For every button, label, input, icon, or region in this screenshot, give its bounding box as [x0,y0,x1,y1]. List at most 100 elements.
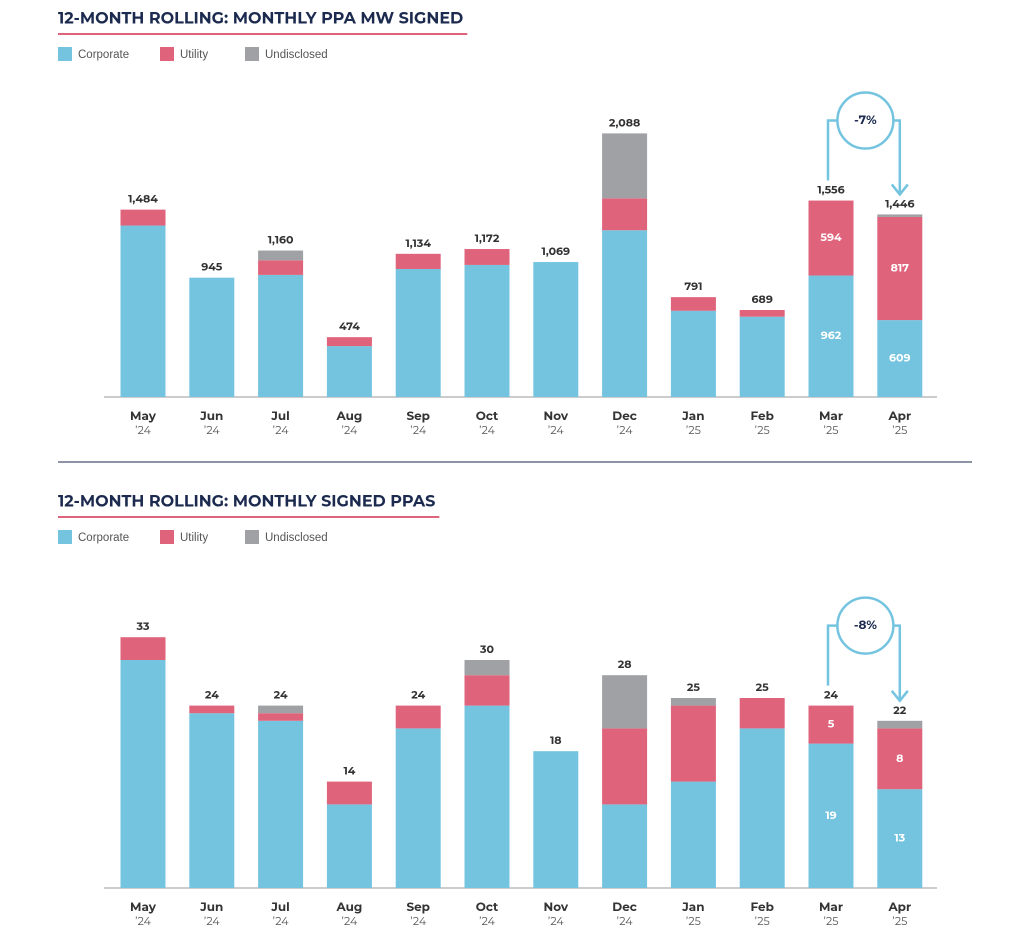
x-tick-year: ’25 [686,423,701,437]
total-label: 25 [687,680,700,694]
bar-segment [739,728,785,888]
bar-segment [326,804,372,888]
x-tick-label: Jul [270,409,289,424]
bar-segment [189,277,235,397]
segment-label: 594 [820,230,842,244]
bar-segment [464,705,510,888]
x-tick-label: Sep [406,900,430,915]
x-tick-year: ’24 [410,914,427,928]
x-tick-label: Apr [887,409,911,424]
x-tick-year: ’24 [479,423,496,437]
x-tick-label: Jul [270,900,289,915]
x-tick-label: Apr [887,900,911,915]
x-tick-year: ’24 [135,423,152,437]
bar-segment [739,316,785,397]
x-tick-year: ’24 [410,423,427,437]
bar-segment [739,698,785,729]
bar-segment [602,198,648,231]
x-tick-label: Nov [544,409,569,424]
bar-segment [602,804,648,888]
x-tick-year: ’24 [548,914,565,928]
arrow-head [890,690,909,703]
legend-label: Corporate [78,532,129,544]
legend-label: Undisclosed [265,49,328,61]
x-tick-year: ’25 [892,914,907,928]
total-label: 24 [411,688,425,702]
total-label: 24 [824,688,838,702]
x-tick-label: Nov [544,900,569,915]
bar-segment [808,743,854,888]
bar-segment [258,260,304,275]
x-tick-year: ’24 [617,423,634,437]
total-label: 28 [618,657,632,671]
total-label: 689 [752,292,773,306]
x-tick-year: ’24 [204,423,221,437]
x-tick-year: ’24 [135,914,152,928]
x-tick-year: ’24 [273,914,290,928]
bar-segment [464,264,510,397]
total-label: 474 [339,319,360,333]
bar-segment [326,781,372,805]
bar-segment [258,250,304,261]
x-tick-label: Dec [612,409,637,424]
segment-label: 817 [891,260,910,274]
bar-segment [326,346,372,397]
total-label: 1,069 [542,244,571,258]
annotation-arrow [826,624,838,686]
bar-segment [258,720,304,888]
bar-segment [670,310,716,397]
bar-segment [808,200,854,276]
x-tick-year: ’24 [341,423,358,437]
x-tick-label: Jun [199,900,223,915]
bar-segment [120,660,166,888]
bar-segment [326,337,372,347]
bar-segment [464,660,510,676]
legend-label: Undisclosed [265,532,328,544]
annotation-text: -7% [854,113,877,128]
annotation-arrow [826,119,838,181]
bar-segment [877,789,923,888]
x-tick-label: May [130,409,157,424]
total-label: 18 [550,733,562,747]
bar-segment [808,275,854,397]
legend-swatch [245,47,259,61]
x-tick-year: ’25 [823,914,838,928]
legend-swatch [245,530,259,544]
total-label: 22 [893,703,906,717]
bar-segment [120,209,166,226]
segment-label: 5 [828,717,835,731]
segment-label: 8 [896,751,903,765]
bar-segment [533,262,579,397]
x-tick-label: Feb [751,900,774,915]
bar-segment [877,720,923,729]
bar-segment [602,230,648,397]
x-tick-year: ’24 [273,423,290,437]
annotation-circle [836,91,895,150]
x-tick-label: Jan [681,409,704,424]
x-tick-year: ’25 [892,423,907,437]
bar-segment [877,728,923,790]
total-label: 30 [479,642,495,656]
x-tick-label: Aug [336,900,363,915]
total-label: 33 [136,619,150,633]
bar-segment [739,310,785,317]
bar-segment [533,751,579,888]
bar-segment [395,253,441,269]
x-tick-year: ’25 [755,914,770,928]
segment-label: 962 [821,328,842,342]
bar-segment [395,728,441,888]
x-tick-label: Jan [681,900,704,915]
bar-segment [602,728,648,805]
bar-segment [189,705,235,714]
chart-title: 12-MONTH ROLLING: MONTHLY PPA MW SIGNED [58,9,463,28]
bar-segment [120,637,166,660]
legend-label: Utility [180,49,208,61]
bar-segment [395,705,441,729]
x-tick-label: Oct [476,900,499,915]
segment-label: 609 [889,351,910,365]
x-tick-label: Sep [406,409,430,424]
bar-segment [464,675,510,706]
x-tick-year: ’24 [479,914,496,928]
bar-segment [670,297,716,311]
